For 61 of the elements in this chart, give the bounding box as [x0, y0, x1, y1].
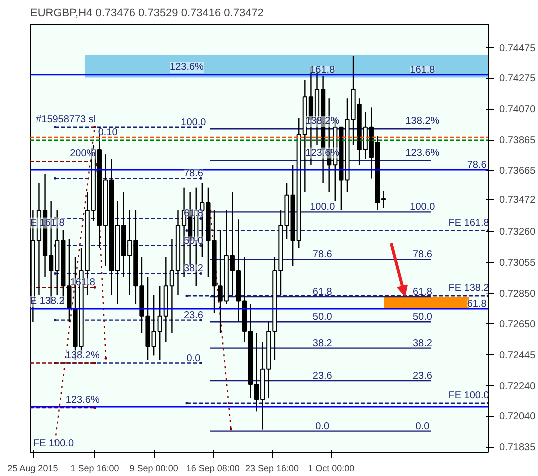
annotation: 138.2% [66, 350, 100, 362]
annotation: E 161.8 [30, 218, 66, 229]
chart-title: EURGBP,H4 0.73476 0.73529 0.73416 0.73472 [30, 8, 264, 20]
y-tick-label: 0.71835 [500, 442, 536, 454]
annotation: 138.2% [306, 116, 340, 128]
x-tick-label: 1 Sep 16:00 [70, 464, 120, 474]
annotation: 138.2% [406, 116, 440, 128]
annotation: 100.0 [410, 202, 436, 214]
annotation: 23.6 [312, 370, 333, 382]
y-tick-label: 0.74275 [500, 74, 536, 85]
x-tick-label: 1 Oct 00:00 [308, 464, 355, 474]
annotation: 0.0 [416, 421, 430, 432]
x-tick-label: 16 Sep 08:00 [186, 464, 240, 474]
annotation: 61.8 [312, 287, 333, 298]
annotation: 78.6 [312, 250, 333, 261]
annotation: 0.10 [98, 127, 118, 138]
annotation: 61.8 [184, 208, 204, 220]
annotation: FE 100.0 [34, 438, 75, 450]
annotation: 161.8 [70, 278, 96, 289]
annotation: 78.6 [184, 168, 204, 180]
annotation: 78.6 [412, 250, 433, 261]
y-tick-label: 0.72445 [500, 350, 536, 362]
annotation: #15958773 sl [36, 114, 96, 126]
y-tick-label: 0.72850 [500, 289, 536, 300]
annotation: 50.0 [312, 312, 333, 324]
x-tick-label: 25 Aug 2015 [8, 464, 58, 474]
y-tick-label: 0.73865 [500, 136, 536, 147]
annotation: 38.2 [184, 264, 204, 275]
annotation: 161.8 [310, 65, 336, 76]
y-tick-label: 0.72240 [500, 381, 536, 392]
annotation: 38.2 [412, 338, 433, 350]
annotation: 123.6% [66, 395, 100, 406]
y-tick-label: 0.73260 [500, 227, 536, 238]
annotation: 78.6 [467, 160, 488, 172]
x-tick-label: 9 Sep 00:00 [130, 464, 178, 474]
annotation: 161.8 [410, 65, 436, 76]
y-tick-label: 0.72040 [500, 412, 536, 423]
y-tick-label: 0.73472 [500, 195, 536, 206]
annotation: 61.8 [467, 299, 488, 310]
y-tick-label: 0.73055 [500, 258, 536, 270]
annotation: 100.0 [181, 117, 207, 128]
annotation: 61.8 [412, 287, 433, 298]
annotation: 200% [70, 148, 96, 160]
annotation: 38.2 [312, 338, 333, 350]
annotation: 0.0 [316, 421, 330, 432]
annotation: 123.6% [170, 62, 204, 74]
annotation: 50.0 [184, 236, 204, 247]
annotation: 123.6% [306, 148, 340, 159]
annotation: E 138.2 [30, 296, 66, 308]
y-tick-label: 0.74070 [500, 104, 536, 116]
y-tick-label: 0.72650 [500, 319, 536, 330]
annotation: 123.6% [406, 148, 440, 159]
annotation: FE 138.2 [448, 283, 490, 294]
annotation: 23.6 [184, 310, 204, 322]
annotation: 0.0 [186, 353, 202, 364]
y-tick-label: 0.74475 [500, 43, 536, 54]
annotation: 50.0 [412, 312, 433, 324]
annotation: 100.0 [310, 202, 336, 214]
y-tick-label: 0.73665 [500, 166, 536, 177]
annotation: 23.6 [412, 370, 433, 382]
x-tick-label: 23 Sep 16:00 [245, 464, 300, 474]
